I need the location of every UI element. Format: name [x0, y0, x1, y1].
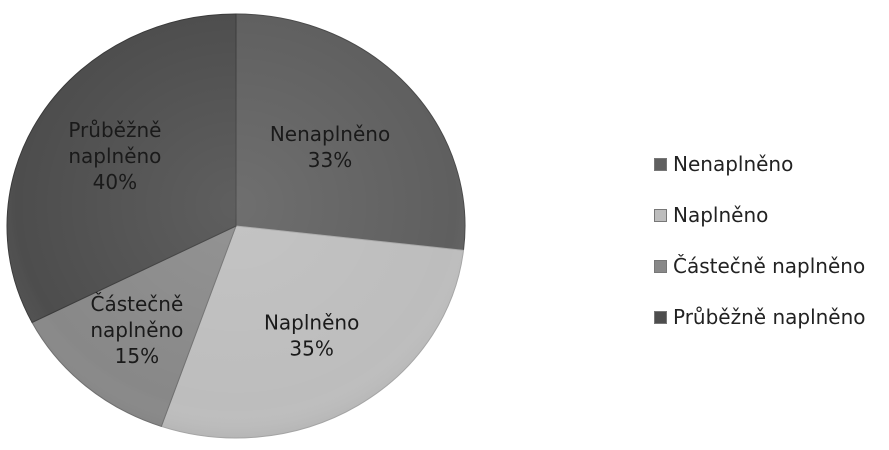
slice-label-2: naplněno [90, 318, 183, 342]
legend-label: Nenaplněno [673, 152, 794, 176]
legend-label: Částečně naplněno [673, 254, 866, 278]
legend-label: Průběžně naplněno [673, 305, 866, 329]
legend-item-nenaplneno: Nenaplněno [654, 150, 866, 178]
legend-label: Naplněno [673, 203, 769, 227]
slice-label-0: 33% [308, 148, 352, 172]
legend-item-naplneno: Naplněno [654, 201, 866, 229]
legend-swatch [654, 259, 667, 273]
slice-label-3: naplněno [68, 144, 161, 168]
chart-legend: Nenaplněno Naplněno Částečně naplněno Pr… [654, 150, 866, 354]
legend-swatch [654, 157, 667, 171]
slice-label-1: Naplněno [264, 311, 359, 335]
pie-slices [6, 13, 466, 439]
slice-label-2: 15% [115, 344, 159, 368]
slice-label-0: Nenaplněno [270, 122, 390, 146]
legend-swatch [654, 208, 667, 222]
legend-item-castecne-naplneno: Částečně naplněno [654, 252, 866, 280]
slice-label-3: Průběžně [68, 118, 161, 142]
slice-label-2: Částečně [91, 292, 184, 316]
slice-label-1: 35% [289, 337, 333, 361]
legend-swatch [654, 310, 667, 324]
pie-labels: Nenaplněno33%Naplněno35%Částečněnaplněno… [68, 118, 390, 368]
slice-label-3: 40% [93, 170, 137, 194]
legend-item-prubezne-naplneno: Průběžně naplněno [654, 303, 866, 331]
